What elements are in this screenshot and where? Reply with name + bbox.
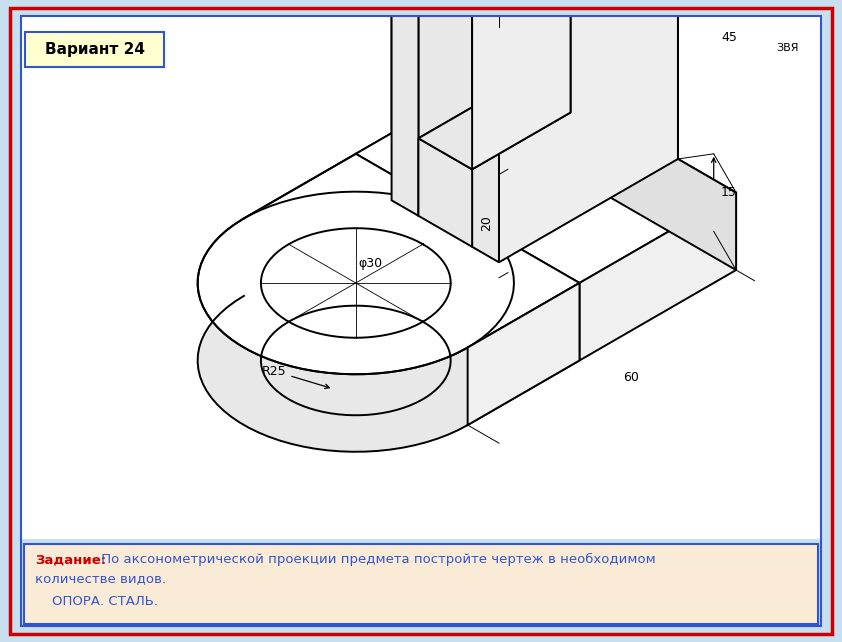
Text: количестве видов.: количестве видов. — [35, 573, 167, 586]
Polygon shape — [392, 0, 571, 200]
Text: R25: R25 — [262, 365, 329, 388]
Polygon shape — [513, 64, 736, 270]
Polygon shape — [472, 0, 571, 169]
Polygon shape — [198, 192, 514, 374]
Text: 45: 45 — [721, 31, 737, 44]
Text: Задание:: Задание: — [35, 553, 106, 566]
Text: ЗВЯ: ЗВЯ — [776, 43, 798, 53]
Text: Вариант 24: Вариант 24 — [45, 42, 145, 57]
Polygon shape — [418, 138, 472, 247]
Polygon shape — [499, 0, 678, 263]
Polygon shape — [244, 154, 579, 347]
Polygon shape — [392, 0, 418, 216]
Polygon shape — [517, 0, 571, 112]
Text: φ30: φ30 — [358, 257, 382, 270]
Text: 15: 15 — [721, 186, 737, 199]
Text: По аксонометрической проекции предмета постройте чертеж в необходимом: По аксонометрической проекции предмета п… — [97, 553, 656, 566]
Polygon shape — [356, 64, 513, 231]
Polygon shape — [579, 193, 736, 360]
Polygon shape — [571, 0, 678, 159]
Text: 60: 60 — [623, 371, 639, 384]
Polygon shape — [472, 14, 499, 263]
Polygon shape — [418, 82, 571, 169]
Polygon shape — [472, 0, 678, 30]
Polygon shape — [418, 0, 517, 138]
Polygon shape — [356, 64, 736, 283]
Polygon shape — [467, 283, 579, 425]
Text: ОПОРА. СТАЛЬ.: ОПОРА. СТАЛЬ. — [35, 595, 158, 608]
Polygon shape — [198, 218, 467, 452]
Text: 20: 20 — [480, 216, 493, 232]
